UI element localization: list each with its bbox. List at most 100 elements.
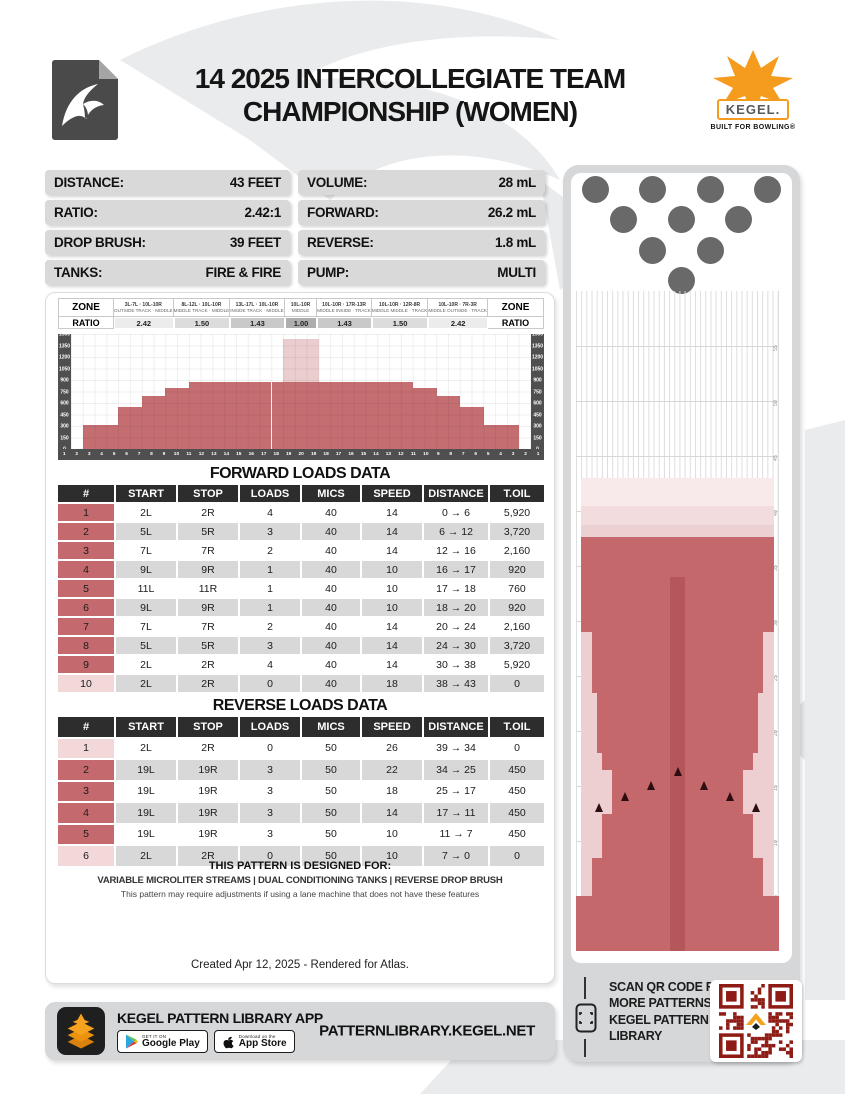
- column-header-start: START: [116, 717, 176, 737]
- y-tick-label: 1500: [531, 331, 544, 338]
- stat-row-distance: DISTANCE: 43 FEET: [45, 170, 290, 195]
- stat-row-dropbrush: DROP BRUSH: 39 FEET: [45, 230, 290, 255]
- oil-band-light1: [581, 478, 774, 506]
- load-data-cell: 50: [302, 824, 360, 844]
- stat-value: 39 FEET: [229, 235, 281, 250]
- load-data-cell: 7L: [116, 542, 176, 559]
- google-play-badge[interactable]: GET IT ON Google Play: [117, 1030, 208, 1053]
- load-data-cell: 7R: [178, 618, 238, 635]
- load-data-cell: 760: [490, 580, 544, 597]
- y-tick-label: 1050: [58, 366, 71, 372]
- app-store-badge[interactable]: Download on the App Store: [213, 1030, 295, 1053]
- qr-instructions: SCAN QR CODE FOR MORE PATTERNS ON KEGEL …: [573, 977, 793, 1057]
- column-header-stop: STOP: [178, 717, 238, 737]
- load-data-cell: 26: [362, 738, 422, 758]
- zone-corner: ZONE RATIO: [58, 298, 114, 329]
- designed-for-features: VARIABLE MICROLITER STREAMS | DUAL CONDI…: [97, 875, 503, 886]
- x-tick-label: 19: [310, 452, 317, 457]
- pattern-library-url[interactable]: PATTERNLIBRARY.KEGEL.NET: [319, 1022, 535, 1040]
- load-number-cell: 8: [58, 637, 114, 654]
- load-data-cell: 3,720: [490, 523, 544, 540]
- x-tick-label: 8: [150, 452, 153, 457]
- load-data-cell: 7L: [116, 618, 176, 635]
- load-number-cell: 5: [58, 580, 114, 597]
- chart-x-axis: 1 2 3 4 5 6 7 8 9 10 11 12 13 14 15 16 17 18 19 20 19 18 17 16 1…: [58, 449, 544, 460]
- oil-bar-board-14: [365, 382, 378, 449]
- x-tick-label: 17: [335, 452, 342, 457]
- app-store-top-text: Download on the: [238, 1033, 276, 1039]
- zone-ratio-value: 2.42: [114, 317, 174, 329]
- y-tick-label: 1350: [58, 343, 71, 349]
- stat-row-pump: PUMP: MULTI: [298, 260, 545, 285]
- pattern-detail-panel: ZONE RATIO 3L-7L · 10L-10R OUTSIDE TRACK · …: [45, 292, 555, 984]
- stat-row-ratio: RATIO: 2.42:1: [45, 200, 290, 225]
- zone-column-2: 8L-12L · 10L-10R MIDDLE TRACK · MIDDLE 1.5…: [173, 298, 231, 329]
- x-tick-label: 3: [511, 452, 515, 457]
- zone-boards-range: 10L-10R · 17R-13R: [322, 301, 366, 308]
- column-header-mics: MICS: [302, 485, 360, 502]
- zone-column-6: 10L-10R · 12R-8R MIDDLE MIDDLE · TRACK 1.5…: [371, 298, 429, 329]
- oil-bar-board-2: [507, 425, 520, 449]
- load-number-cell: 6: [58, 599, 114, 616]
- distance-ruler-label: 35: [773, 565, 779, 572]
- stat-label: TANKS:: [54, 265, 103, 280]
- y-tick-label: 150: [533, 435, 542, 441]
- load-data-cell: 2L: [116, 656, 176, 673]
- oil-bar-board-13: [377, 382, 390, 449]
- x-tick-label: 18: [273, 452, 279, 457]
- load-data-cell: 19L: [116, 824, 176, 844]
- load-number-cell: 4: [58, 803, 114, 823]
- oil-bar-board-9: [424, 387, 437, 449]
- zone-boards-range: 10L-10R · 7R-3R: [438, 301, 477, 308]
- page-title: 14 2025 INTERCOLLEGIATE TEAM CHAMPIONSHI…: [140, 62, 680, 128]
- reverse-loads-title: REVERSE LOADS DATA: [212, 697, 388, 714]
- y-tick-label: 450: [60, 412, 69, 418]
- zone-name: 10L-10R · 7R-3R MIDDLE OUTSIDE · TRACK: [428, 298, 488, 317]
- zone-column-5: 10L-10R · 17R-13R MIDDLE INSIDE · TRACK 1.…: [317, 298, 372, 329]
- google-play-top-text: GET IT ON: [142, 1033, 167, 1039]
- zone-name: 13L-17L · 10L-10R INSIDE TRACK · MIDDLE: [230, 298, 285, 317]
- load-data-cell: 20 → 24: [424, 618, 488, 635]
- load-data-cell: 450: [490, 824, 544, 844]
- google-play-label: Google Play: [142, 1037, 200, 1049]
- load-data-cell: 19L: [116, 760, 176, 780]
- x-tick-label: 9: [436, 452, 440, 457]
- lane-panel: 555045403530252015105 SCAN QR CODE FOR M…: [563, 165, 800, 1062]
- distance-ruler-label: 10: [773, 840, 779, 847]
- reverse-loads-table: # START STOP LOADS MICS SPEED DISTANCE T.OIL 1 2L…: [58, 717, 544, 866]
- load-data-cell: 6 → 12: [424, 523, 488, 540]
- chart-gridlines: [71, 334, 531, 449]
- load-data-cell: 450: [490, 803, 544, 823]
- oil-bar-board-19: [306, 382, 319, 449]
- forward-loads-table: # START STOP LOADS MICS SPEED DISTANCE T.OIL 1 2L…: [58, 485, 544, 692]
- column-header-: #: [58, 717, 114, 737]
- load-data-cell: 50: [302, 760, 360, 780]
- load-number-cell: 1: [58, 504, 114, 521]
- column-header-distance: DISTANCE: [424, 485, 488, 502]
- load-data-cell: 40: [302, 542, 360, 559]
- load-data-cell: 14: [362, 542, 422, 559]
- load-data-cell: 2R: [178, 504, 238, 521]
- zone-ratio-value: 1.43: [230, 317, 285, 329]
- zone-corner-top-label: ZONE: [488, 298, 544, 317]
- column-header-start: START: [116, 485, 176, 502]
- oil-distribution-chart: 1500135012001050900750600450300150015001…: [58, 331, 544, 460]
- load-number-cell: 2: [58, 760, 114, 780]
- stat-label: VOLUME:: [307, 175, 368, 190]
- oil-bar-board-20: [295, 382, 307, 449]
- load-data-cell: 17 → 11: [424, 803, 488, 823]
- oil-bar-board-10: [177, 387, 189, 449]
- stat-row-forward: FORWARD: 26.2 mL: [298, 200, 545, 225]
- kegel-app-icon: [57, 1007, 105, 1055]
- y-tick-label: 900: [60, 377, 69, 384]
- zone-name: 10L-10R MIDDLE: [284, 298, 318, 317]
- load-number-cell: 9: [58, 656, 114, 673]
- x-tick-label: 2: [524, 452, 527, 457]
- column-header-loads: LOADS: [240, 717, 300, 737]
- forward-loads-title: FORWARD LOADS DATA: [209, 465, 391, 482]
- x-tick-label: 15: [360, 452, 367, 457]
- load-data-cell: 16 → 17: [424, 561, 488, 578]
- load-data-cell: 14: [362, 523, 422, 540]
- load-number-cell: 4: [58, 561, 114, 578]
